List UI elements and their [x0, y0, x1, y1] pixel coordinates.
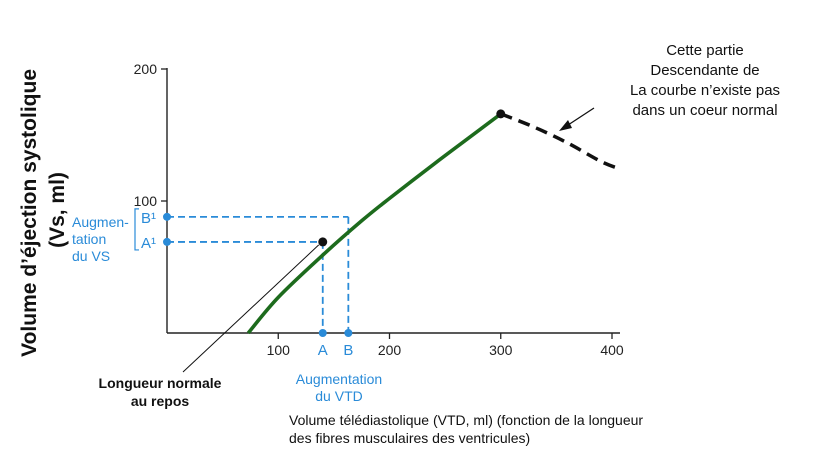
y-axis-title: Volume d’éjection systolique (Vs, ml) [18, 63, 69, 357]
y-axis-title-line-1: Volume d’éjection systolique [18, 69, 41, 357]
y-point-label-A: A¹ [141, 235, 156, 252]
curve-series [246, 112, 622, 335]
y-bracket-label: Augmen-tation du VS [72, 214, 129, 264]
descending-curve-dashed [500, 112, 622, 171]
x-tick-label-300: 300 [489, 342, 513, 358]
x-tick-label-100: 100 [267, 342, 291, 358]
axis-ticks: 100 200 300 400 100 200 [134, 61, 624, 358]
resting-label: Longueur normale au repos [99, 375, 222, 409]
x-point-label-A: A [318, 342, 328, 359]
x-point-label-B: B [343, 342, 353, 359]
x-axis-title-line-1: Volume télédiastolique (VTD, ml) (foncti… [289, 412, 643, 428]
x-tick-label-400: 400 [600, 342, 624, 358]
note-arrow-head [559, 120, 572, 131]
resting-point-dot [318, 237, 328, 247]
descending-note-line-2: Descendante de [650, 62, 759, 79]
y-bracket-label-line-2: tation [72, 231, 106, 247]
y-tick-label-200: 200 [134, 61, 158, 77]
x-axis-dot-B [344, 329, 353, 337]
guide-lines [167, 215, 350, 333]
x-tick-label-200: 200 [378, 342, 402, 358]
x-axis-dot-A [318, 329, 327, 337]
chart-points: A A¹ B B¹ [141, 109, 506, 359]
y-axis-dot-A [163, 237, 171, 246]
chart-annotations: Augmen-tation du VS Augmentation du VTD Long… [72, 42, 780, 409]
y-axis-dot-B [163, 212, 171, 221]
descending-note-line-4: dans un coeur normal [632, 102, 777, 119]
y-point-label-B: B¹ [141, 210, 156, 227]
y-bracket-label-line-3: du VS [72, 248, 110, 264]
peak-point-dot [496, 109, 506, 119]
descending-note: Cette partie Descendante de La courbe n’ex… [630, 42, 780, 119]
x-axis-title: Volume télédiastolique (VTD, ml) (foncti… [289, 412, 647, 446]
y-axis-title-line-2: (Vs, ml) [46, 172, 69, 248]
x-bracket-label: Augmentation du VTD [296, 371, 382, 404]
x-axis-title-line-2: des fibres musculaires des ventricules) [289, 430, 530, 446]
resting-label-line-1: Longueur normale [99, 375, 222, 391]
resting-label-line-2: au repos [131, 393, 190, 409]
frank-starling-curve [246, 112, 502, 335]
y-bracket-label-line-1: Augmen- [72, 214, 129, 230]
resting-leader-line [182, 244, 320, 373]
x-bracket-label-line-2: du VTD [315, 388, 362, 404]
descending-note-line-3: La courbe n’existe pas [630, 82, 780, 99]
y-tick-label-100: 100 [134, 193, 158, 209]
x-bracket-label-line-1: Augmentation [296, 371, 382, 387]
descending-note-line-1: Cette partie [666, 42, 744, 59]
y-bracket [134, 208, 139, 251]
